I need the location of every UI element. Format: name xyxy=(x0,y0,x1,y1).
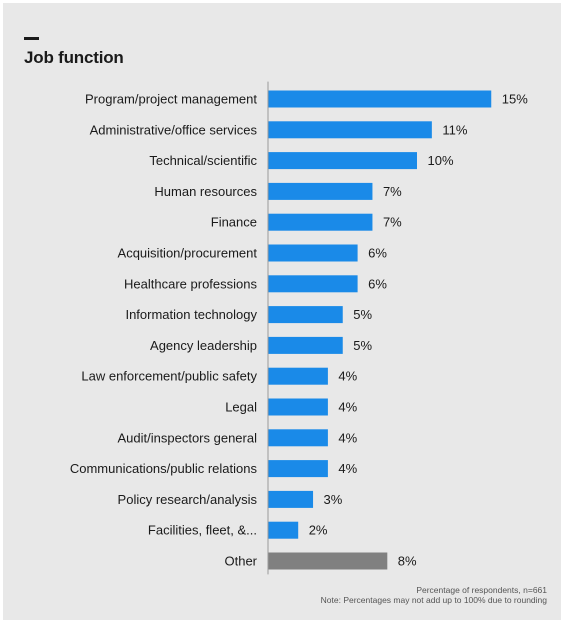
bar-policy-research-analysis xyxy=(268,490,314,508)
value-label-acquisition-procurement: 6% xyxy=(368,246,387,261)
footnote: Percentage of respondents, n=661 Note: P… xyxy=(321,585,547,605)
category-label-human-resources: Human resources xyxy=(154,184,257,199)
bar-administrative-office-services xyxy=(268,121,432,139)
category-label-technical-scientific: Technical/scientific xyxy=(149,153,257,168)
value-label-program-project-management: 15% xyxy=(502,92,528,107)
category-label-program-project-management: Program/project management xyxy=(85,92,257,107)
category-label-acquisition-procurement: Acquisition/procurement xyxy=(118,246,258,261)
chart-card: Job function Program/project management 1… xyxy=(3,3,561,620)
value-label-finance: 7% xyxy=(383,215,402,230)
bar-technical-scientific xyxy=(268,152,417,170)
chart-title: Job function xyxy=(24,48,124,67)
bar-information-technology xyxy=(268,306,343,324)
bar-other xyxy=(268,552,388,570)
bar-agency-leadership xyxy=(268,336,343,354)
value-label-other: 8% xyxy=(398,554,417,569)
category-label-legal: Legal xyxy=(225,400,257,415)
value-label-law-enforcement-public-safety: 4% xyxy=(338,369,357,384)
category-label-law-enforcement-public-safety: Law enforcement/public safety xyxy=(81,369,257,384)
category-label-finance: Finance xyxy=(211,215,257,230)
category-label-policy-research-analysis: Policy research/analysis xyxy=(118,492,258,507)
category-label-audit-inspectors-general: Audit/inspectors general xyxy=(118,430,258,445)
category-label-facilities-fleet: Facilities, fleet, &... xyxy=(148,523,257,538)
value-label-information-technology: 5% xyxy=(353,307,372,322)
value-label-facilities-fleet: 2% xyxy=(309,523,328,538)
footnote-rounding-note: Note: Percentages may not add up to 100%… xyxy=(320,595,547,605)
category-label-agency-leadership: Agency leadership xyxy=(150,338,257,353)
value-label-audit-inspectors-general: 4% xyxy=(338,430,357,445)
value-label-legal: 4% xyxy=(338,400,357,415)
value-label-healthcare-professions: 6% xyxy=(368,276,387,291)
category-label-information-technology: Information technology xyxy=(125,307,257,322)
value-label-agency-leadership: 5% xyxy=(353,338,372,353)
bar-finance xyxy=(268,213,373,231)
value-label-technical-scientific: 10% xyxy=(428,153,454,168)
bars-group: Program/project management 15% Administrat… xyxy=(70,90,528,570)
value-label-policy-research-analysis: 3% xyxy=(324,492,343,507)
bar-healthcare-professions xyxy=(268,275,358,293)
bar-human-resources xyxy=(268,182,373,200)
title-accent-dash xyxy=(24,37,39,40)
footnote-respondents: Percentage of respondents, n=661 xyxy=(416,585,547,595)
bar-program-project-management xyxy=(268,90,492,108)
bar-chart: Program/project management 15% Administrat… xyxy=(70,81,528,575)
value-label-administrative-office-services: 11% xyxy=(442,122,467,137)
value-label-human-resources: 7% xyxy=(383,184,402,199)
bar-communications-public-relations xyxy=(268,460,328,478)
bar-law-enforcement-public-safety xyxy=(268,367,328,385)
bar-acquisition-procurement xyxy=(268,244,358,262)
bar-audit-inspectors-general xyxy=(268,429,328,447)
category-label-administrative-office-services: Administrative/office services xyxy=(90,122,258,137)
bar-facilities-fleet xyxy=(268,521,299,539)
value-label-communications-public-relations: 4% xyxy=(338,461,357,476)
category-label-communications-public-relations: Communications/public relations xyxy=(70,461,258,476)
bar-legal xyxy=(268,398,328,416)
category-label-other: Other xyxy=(224,554,257,569)
category-label-healthcare-professions: Healthcare professions xyxy=(124,276,257,291)
